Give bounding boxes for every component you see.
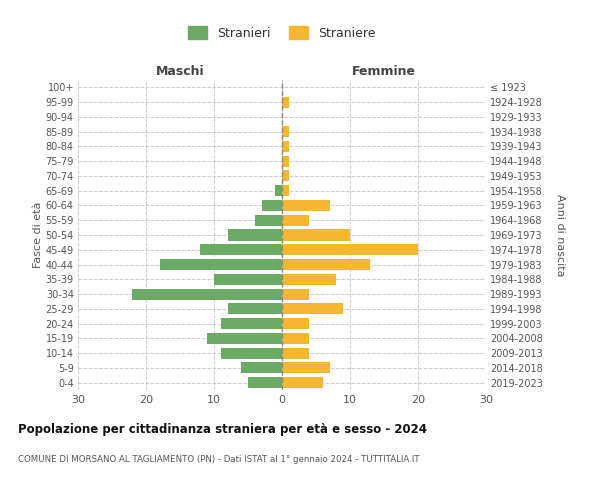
Bar xyxy=(282,185,289,196)
Bar xyxy=(282,214,309,226)
Bar xyxy=(160,259,282,270)
Bar xyxy=(282,377,323,388)
Bar xyxy=(241,362,282,374)
Bar xyxy=(227,230,282,240)
Bar xyxy=(227,304,282,314)
Bar xyxy=(282,200,329,211)
Bar xyxy=(262,200,282,211)
Bar xyxy=(282,126,289,137)
Bar xyxy=(133,288,282,300)
Bar xyxy=(282,244,418,256)
Y-axis label: Anni di nascita: Anni di nascita xyxy=(555,194,565,276)
Bar xyxy=(282,156,289,166)
Bar xyxy=(282,230,350,240)
Legend: Stranieri, Straniere: Stranieri, Straniere xyxy=(184,21,380,45)
Bar xyxy=(207,333,282,344)
Text: Maschi: Maschi xyxy=(155,65,205,78)
Bar xyxy=(200,244,282,256)
Bar xyxy=(221,348,282,358)
Bar xyxy=(282,96,289,108)
Bar xyxy=(221,318,282,329)
Bar xyxy=(282,304,343,314)
Bar xyxy=(282,362,329,374)
Bar xyxy=(282,141,289,152)
Text: Femmine: Femmine xyxy=(352,65,416,78)
Bar xyxy=(282,288,309,300)
Bar xyxy=(282,274,337,285)
Y-axis label: Fasce di età: Fasce di età xyxy=(32,202,43,268)
Text: COMUNE DI MORSANO AL TAGLIAMENTO (PN) - Dati ISTAT al 1° gennaio 2024 - TUTTITAL: COMUNE DI MORSANO AL TAGLIAMENTO (PN) - … xyxy=(18,455,419,464)
Bar xyxy=(282,333,309,344)
Bar xyxy=(275,185,282,196)
Text: Popolazione per cittadinanza straniera per età e sesso - 2024: Popolazione per cittadinanza straniera p… xyxy=(18,422,427,436)
Bar xyxy=(248,377,282,388)
Bar xyxy=(282,348,309,358)
Bar xyxy=(255,214,282,226)
Bar xyxy=(214,274,282,285)
Bar xyxy=(282,318,309,329)
Bar xyxy=(282,170,289,181)
Bar xyxy=(282,259,370,270)
